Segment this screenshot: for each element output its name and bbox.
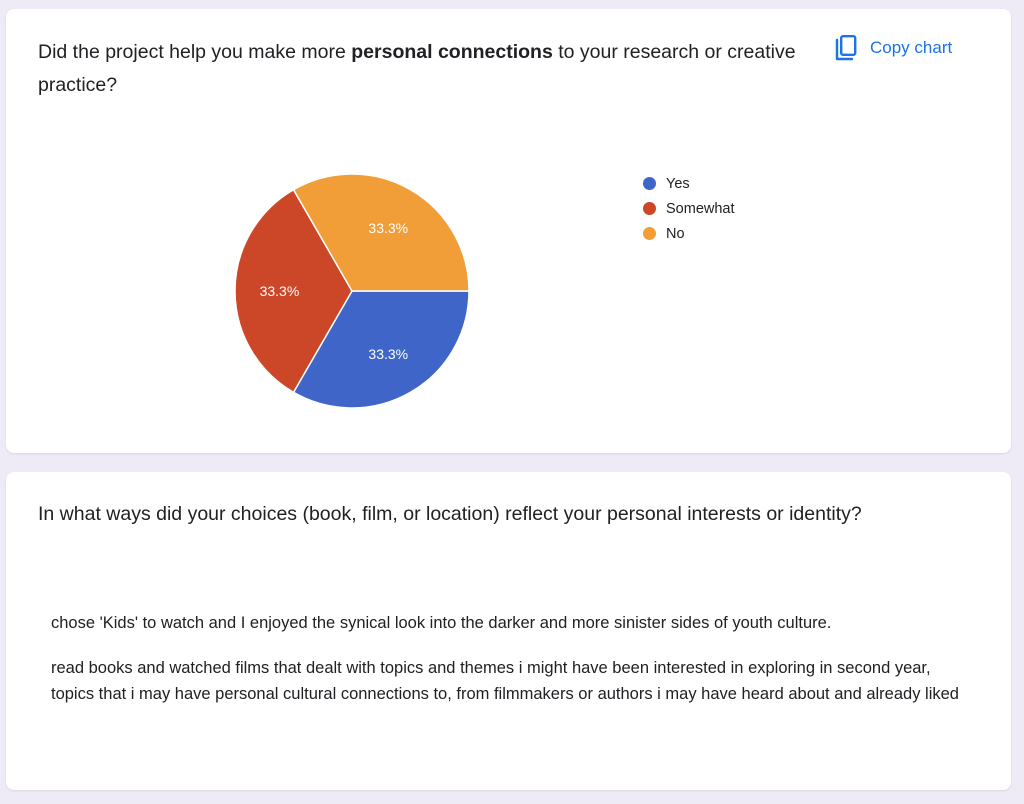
legend-swatch-no [643, 227, 656, 240]
slice-label-no: 33.3% [368, 220, 408, 236]
legend-item-no: No [643, 221, 735, 246]
copy-chart-label: Copy chart [870, 38, 953, 57]
pie-chart: 33.3% 33.3% 33.3% [234, 173, 470, 409]
question-text-start: Did the project help you make more [38, 41, 352, 63]
question-title: Did the project help you make more perso… [38, 36, 798, 102]
legend-item-somewhat: Somewhat [643, 196, 735, 221]
response-item: chose 'Kids' to watch and I enjoyed the … [51, 614, 832, 632]
response-item: read books and watched films that dealt … [51, 659, 959, 703]
pie-slice-somewhat [234, 188, 353, 394]
text-responses-card: In what ways did your choices (book, fil… [6, 472, 1011, 790]
pie-slice-yes [292, 290, 470, 409]
copy-chart-button[interactable]: Copy chart [834, 33, 952, 63]
legend-swatch-somewhat [643, 202, 656, 215]
legend-label-no: No [666, 225, 685, 242]
slice-label-yes: 33.3% [368, 346, 408, 362]
copy-icon [835, 35, 857, 61]
pie-slice-no [292, 173, 470, 292]
legend-label-yes: Yes [666, 175, 690, 192]
legend-swatch-yes [643, 177, 656, 190]
legend-label-somewhat: Somewhat [666, 200, 735, 217]
question-title: In what ways did your choices (book, fil… [38, 503, 862, 525]
responses-list: chose 'Kids' to watch and I enjoyed the … [51, 610, 971, 726]
chart-legend: Yes Somewhat No [643, 171, 735, 246]
legend-item-yes: Yes [643, 171, 735, 196]
slice-label-somewhat: 33.3% [260, 283, 300, 299]
question-text-end: to your research or creative practice? [38, 41, 796, 96]
chart-card: Did the project help you make more perso… [6, 9, 1011, 453]
question-text-bold: personal connections [351, 41, 553, 63]
